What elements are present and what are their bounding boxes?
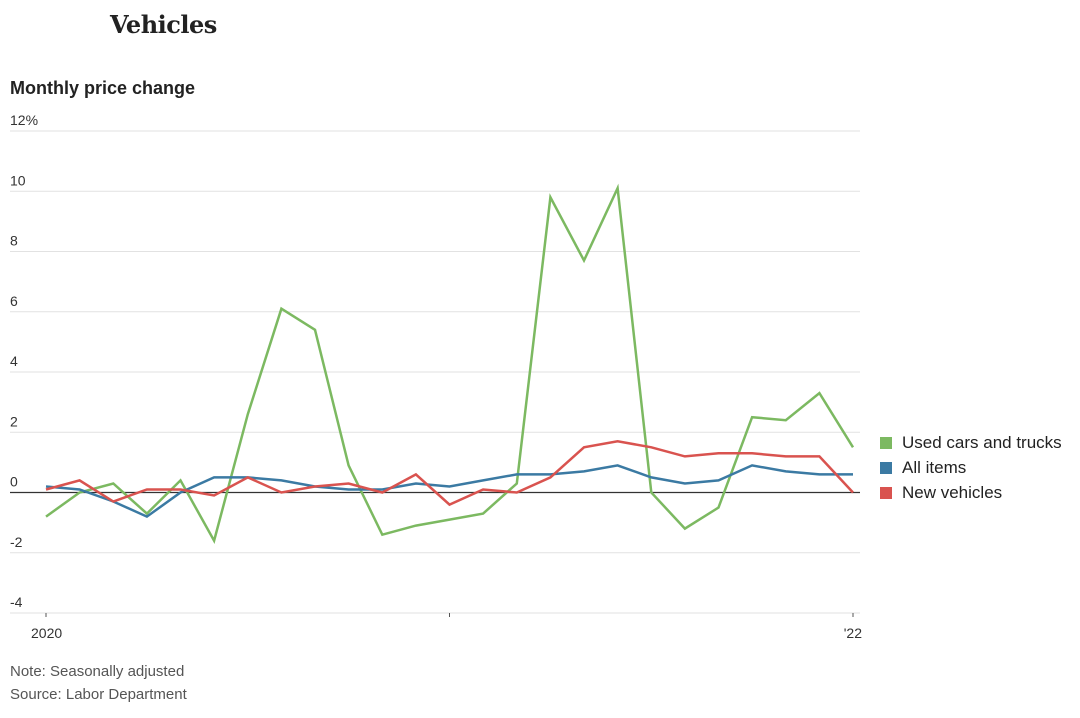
y-tick-label: 6 bbox=[10, 293, 18, 309]
legend-label-new-vehicles: New vehicles bbox=[902, 482, 1003, 502]
legend-item-used-cars: Used cars and trucks bbox=[880, 430, 1062, 455]
legend-swatch-used-cars bbox=[880, 436, 892, 449]
series-line-used bbox=[45, 183, 855, 545]
legend-label-used-cars: Used cars and trucks bbox=[902, 432, 1062, 452]
source-text: Source: Labor Department bbox=[10, 686, 187, 703]
x-tick-label: '22 bbox=[844, 625, 862, 641]
grid-lines bbox=[10, 130, 860, 614]
x-axis: 2020 '22 bbox=[31, 613, 862, 641]
legend-item-all-items: All items bbox=[880, 455, 1062, 480]
y-tick-label: 12% bbox=[10, 112, 38, 128]
chart-subtitle: Monthly price change bbox=[10, 78, 196, 98]
series-line-new bbox=[45, 440, 854, 507]
y-tick-label: 0 bbox=[10, 474, 18, 490]
note-text: Note: Seasonally adjusted bbox=[10, 663, 185, 680]
legend-label-all-items: All items bbox=[902, 457, 967, 477]
legend-swatch-new-vehicles bbox=[880, 486, 892, 499]
y-tick-label: 2 bbox=[10, 413, 18, 429]
y-tick-labels: -4 -2 0 2 4 6 8 10 12% bbox=[10, 112, 38, 610]
legend: Used cars and trucks All items New vehic… bbox=[880, 430, 1062, 505]
series-line-all bbox=[45, 464, 853, 519]
series-lines bbox=[45, 183, 855, 545]
y-tick-label: 4 bbox=[10, 353, 18, 369]
y-tick-label: -4 bbox=[10, 594, 23, 610]
x-tick-label: 2020 bbox=[31, 625, 62, 641]
y-tick-label: 10 bbox=[10, 172, 26, 188]
legend-item-new-vehicles: New vehicles bbox=[880, 480, 1062, 505]
y-tick-label: 8 bbox=[10, 233, 18, 249]
chart-title: Vehicles bbox=[110, 10, 217, 39]
y-tick-label: -2 bbox=[10, 534, 23, 550]
legend-swatch-all-items bbox=[880, 461, 892, 474]
